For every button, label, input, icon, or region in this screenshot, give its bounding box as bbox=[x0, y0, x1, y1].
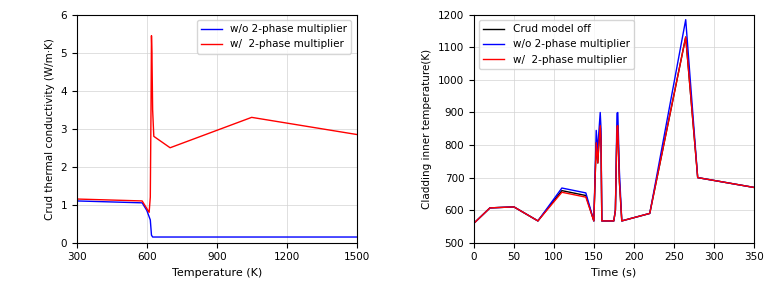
Legend: Crud model off, w/o 2-phase multiplier, w/  2-phase multiplier: Crud model off, w/o 2-phase multiplier, … bbox=[479, 20, 634, 69]
Y-axis label: Cladding inner temperature(K): Cladding inner temperature(K) bbox=[422, 49, 432, 209]
X-axis label: Time (s): Time (s) bbox=[591, 268, 637, 278]
X-axis label: Temperature (K): Temperature (K) bbox=[171, 268, 261, 278]
Y-axis label: Crud thermal conductivity (W/m·K): Crud thermal conductivity (W/m·K) bbox=[45, 38, 55, 220]
Legend: w/o 2-phase multiplier, w/  2-phase multiplier: w/o 2-phase multiplier, w/ 2-phase multi… bbox=[197, 20, 351, 54]
